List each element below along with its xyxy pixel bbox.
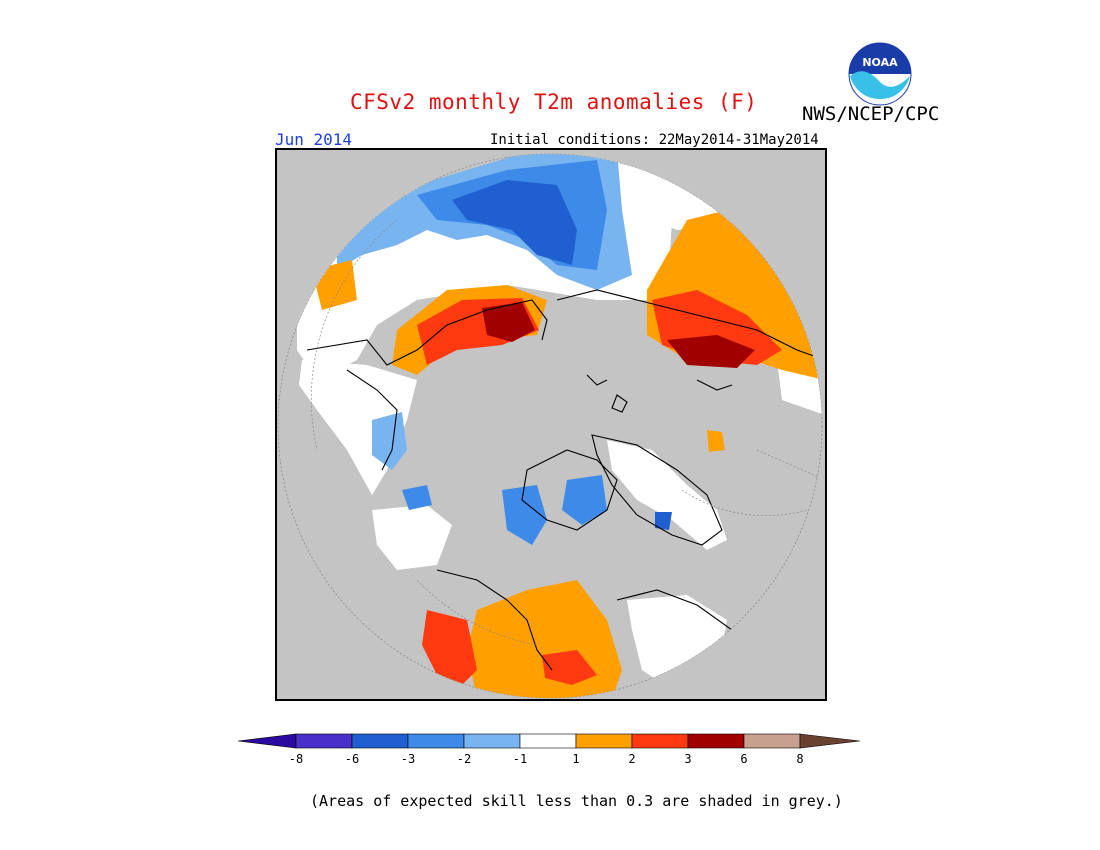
warm-anomaly-alaska-core bbox=[482, 302, 535, 342]
colorbar-tick-label: 3 bbox=[684, 752, 692, 766]
noaa-logo-text: NOAA bbox=[862, 56, 898, 69]
anomaly-fields bbox=[297, 154, 822, 698]
cold-anomaly-canada-b bbox=[562, 475, 607, 525]
colorbar-arrow-low bbox=[238, 733, 297, 749]
warm-anomaly-north-america bbox=[422, 610, 477, 685]
agency-label: NWS/NCEP/CPC bbox=[802, 103, 940, 125]
coastlines bbox=[306, 289, 822, 696]
cold-anomaly-alaska bbox=[372, 412, 407, 470]
neutral-area-canada bbox=[372, 505, 452, 570]
colorbar bbox=[238, 733, 861, 749]
cold-anomaly-canada-a bbox=[502, 485, 547, 545]
colorbar-tick-label: -2 bbox=[456, 752, 472, 766]
colorbar-tick-label: -1 bbox=[512, 752, 528, 766]
skill-footnote: (Areas of expected skill less than 0.3 a… bbox=[310, 792, 843, 810]
cold-anomaly-canada-c bbox=[402, 485, 432, 510]
cold-anomaly-pacific-core bbox=[452, 180, 577, 265]
colorbar-tick-label: -3 bbox=[400, 752, 416, 766]
colorbar-tick-label: 6 bbox=[740, 752, 748, 766]
warm-anomaly-siberia-core bbox=[667, 335, 755, 368]
colorbar-arrow-high bbox=[799, 733, 861, 749]
colorbar-bin bbox=[519, 733, 577, 749]
warm-anomaly-europe-core bbox=[542, 650, 597, 685]
warm-anomaly-north-atlantic bbox=[707, 430, 725, 452]
colorbar-bin bbox=[575, 733, 633, 749]
graticule bbox=[310, 219, 822, 646]
colorbar-tick-label: 2 bbox=[628, 752, 636, 766]
map-title: CFSv2 monthly T2m anomalies (F) bbox=[350, 90, 758, 114]
polar-map bbox=[277, 153, 823, 699]
noaa-logo: NOAA bbox=[848, 42, 912, 106]
colorbar-bin bbox=[407, 733, 465, 749]
colorbar-tick-label: 8 bbox=[796, 752, 804, 766]
colorbar-bin bbox=[631, 733, 689, 749]
map-frame bbox=[275, 148, 827, 701]
initial-conditions: Initial conditions: 22May2014-31May2014 bbox=[490, 132, 819, 148]
colorbar-bin bbox=[463, 733, 521, 749]
colorbar-bin bbox=[687, 733, 745, 749]
colorbar-bin bbox=[743, 733, 801, 749]
cold-anomaly-greenland bbox=[655, 512, 672, 530]
colorbar-tick-label: -6 bbox=[344, 752, 360, 766]
colorbar-bin bbox=[295, 733, 353, 749]
forecast-month: Jun 2014 bbox=[275, 130, 353, 149]
colorbar-bin bbox=[351, 733, 409, 749]
neutral-area-greenland bbox=[607, 440, 727, 550]
colorbar-tick-label: -8 bbox=[288, 752, 304, 766]
colorbar-tick-label: 1 bbox=[572, 752, 580, 766]
neutral-area-russia-north bbox=[617, 160, 747, 230]
